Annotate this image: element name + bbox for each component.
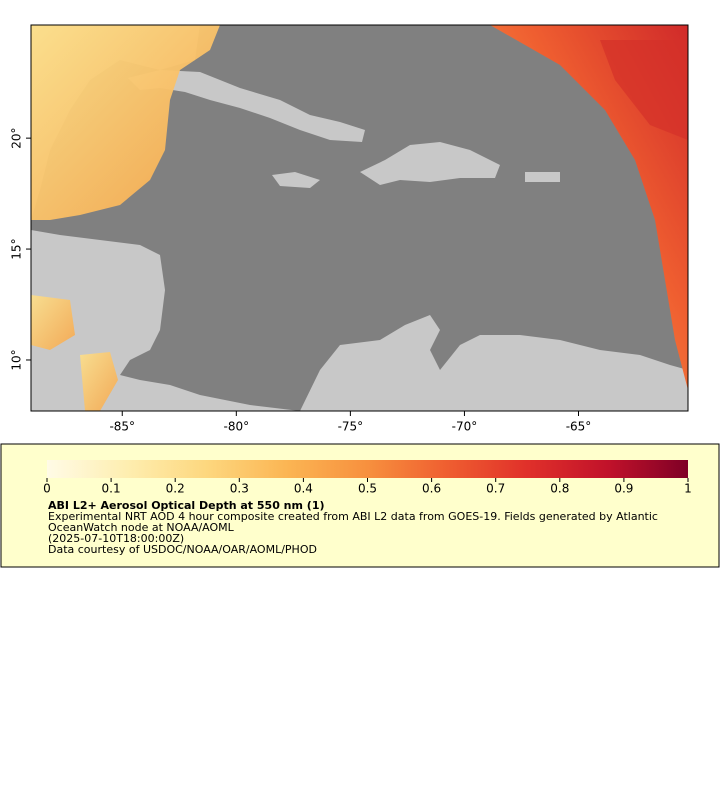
map — [30, 24, 689, 412]
y-tick-label: 20° — [10, 127, 24, 148]
x-tick-label: -80° — [224, 420, 250, 434]
map-frame — [30, 24, 689, 412]
legend-description: Experimental NRT AOD 4 hour composite cr… — [48, 510, 658, 534]
figure: -85° -80° -75° -70° -65° 10° 15° 20° 0 0.1 0.2 0.3 0… — [0, 24, 720, 568]
colorbar-tick-label: 0.1 — [102, 482, 121, 496]
legend-text: ABI L2+ Aerosol Optical Depth at 550 nm … — [48, 500, 698, 555]
x-tick-label: -65° — [566, 420, 592, 434]
land — [128, 70, 365, 142]
y-tick-label: 10° — [10, 349, 24, 370]
x-tick-label: -75° — [338, 420, 364, 434]
legend-title: ABI L2+ Aerosol Optical Depth at 550 nm … — [48, 499, 325, 512]
colorbar-tick-label: 0.6 — [422, 482, 441, 496]
x-tick-label: -85° — [109, 420, 135, 434]
land — [272, 172, 320, 188]
colorbar-tick-label: 0.8 — [550, 482, 569, 496]
aerosol-field — [600, 40, 688, 140]
colorbar-tick-label: 0.4 — [294, 482, 313, 496]
colorbar-tick-label: 0.5 — [358, 482, 377, 496]
colorbar-tick-label: 0.2 — [166, 482, 185, 496]
land — [360, 142, 500, 185]
aerosol-field — [31, 295, 75, 350]
colorbar — [47, 460, 688, 478]
land — [300, 315, 688, 411]
legend-time: (2025-07-10T18:00:00Z) — [48, 532, 185, 545]
colorbar-tick-label: 0.7 — [486, 482, 505, 496]
land — [525, 172, 560, 182]
y-tick-label: 15° — [10, 238, 24, 259]
colorbar-tick-label: 0 — [43, 482, 51, 496]
colorbar-tick-label: 0.3 — [230, 482, 249, 496]
x-tick-label: -70° — [452, 420, 478, 434]
aerosol-field — [31, 25, 220, 220]
aerosol-field — [490, 25, 688, 390]
colorbar-tick-label: 0.9 — [614, 482, 633, 496]
aerosol-field — [80, 352, 118, 411]
legend-credit: Data courtesy of USDOC/NOAA/OAR/AOML/PHO… — [48, 543, 317, 556]
colorbar-tick-label: 1 — [684, 482, 692, 496]
